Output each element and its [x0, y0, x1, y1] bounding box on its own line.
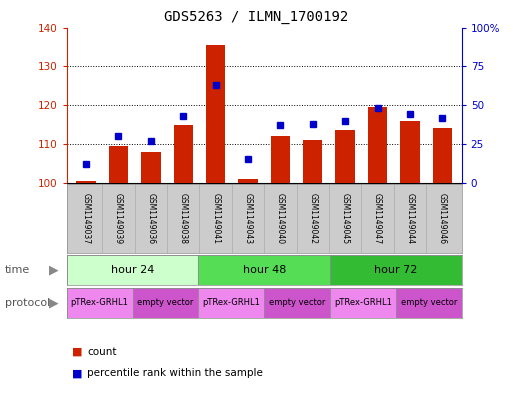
Text: GSM1149043: GSM1149043 — [244, 193, 252, 244]
Bar — [264, 288, 330, 318]
Text: GSM1149040: GSM1149040 — [276, 193, 285, 244]
Text: time: time — [5, 265, 30, 275]
Bar — [199, 255, 330, 285]
Text: empty vector: empty vector — [269, 298, 325, 307]
Text: GSM1149045: GSM1149045 — [341, 193, 350, 244]
Bar — [336, 130, 355, 183]
Text: ▶: ▶ — [49, 296, 58, 309]
Text: pTRex-GRHL1: pTRex-GRHL1 — [71, 298, 129, 307]
Text: ■: ■ — [72, 368, 82, 378]
Text: GSM1149047: GSM1149047 — [373, 193, 382, 244]
Bar — [330, 255, 462, 285]
Text: GDS5263 / ILMN_1700192: GDS5263 / ILMN_1700192 — [164, 10, 349, 24]
Bar — [141, 152, 161, 183]
Text: ■: ■ — [72, 347, 82, 357]
Bar — [396, 288, 462, 318]
Text: hour 72: hour 72 — [374, 265, 418, 275]
Text: GSM1149044: GSM1149044 — [405, 193, 415, 244]
Text: ▶: ▶ — [49, 264, 58, 277]
Bar — [67, 255, 199, 285]
Bar — [173, 125, 193, 183]
Text: count: count — [87, 347, 117, 357]
Text: hour 24: hour 24 — [111, 265, 154, 275]
Text: GSM1149042: GSM1149042 — [308, 193, 317, 244]
Bar — [432, 129, 452, 183]
Text: hour 48: hour 48 — [243, 265, 286, 275]
Text: GSM1149036: GSM1149036 — [146, 193, 155, 244]
Text: GSM1149038: GSM1149038 — [179, 193, 188, 244]
Bar — [303, 140, 323, 183]
Text: GSM1149041: GSM1149041 — [211, 193, 220, 244]
Bar — [67, 288, 132, 318]
Bar — [76, 181, 96, 183]
Bar — [368, 107, 387, 183]
Bar — [109, 146, 128, 183]
Bar — [206, 45, 225, 183]
Bar — [271, 136, 290, 183]
Bar — [199, 288, 264, 318]
Bar — [330, 288, 396, 318]
Text: pTRex-GRHL1: pTRex-GRHL1 — [334, 298, 392, 307]
Text: percentile rank within the sample: percentile rank within the sample — [87, 368, 263, 378]
Text: GSM1149046: GSM1149046 — [438, 193, 447, 244]
Text: GSM1149039: GSM1149039 — [114, 193, 123, 244]
Bar — [400, 121, 420, 183]
Bar — [132, 288, 199, 318]
Text: pTRex-GRHL1: pTRex-GRHL1 — [202, 298, 260, 307]
Text: protocol: protocol — [5, 298, 50, 308]
Text: empty vector: empty vector — [401, 298, 457, 307]
Bar — [239, 179, 258, 183]
Text: GSM1149037: GSM1149037 — [82, 193, 91, 244]
Text: empty vector: empty vector — [137, 298, 193, 307]
